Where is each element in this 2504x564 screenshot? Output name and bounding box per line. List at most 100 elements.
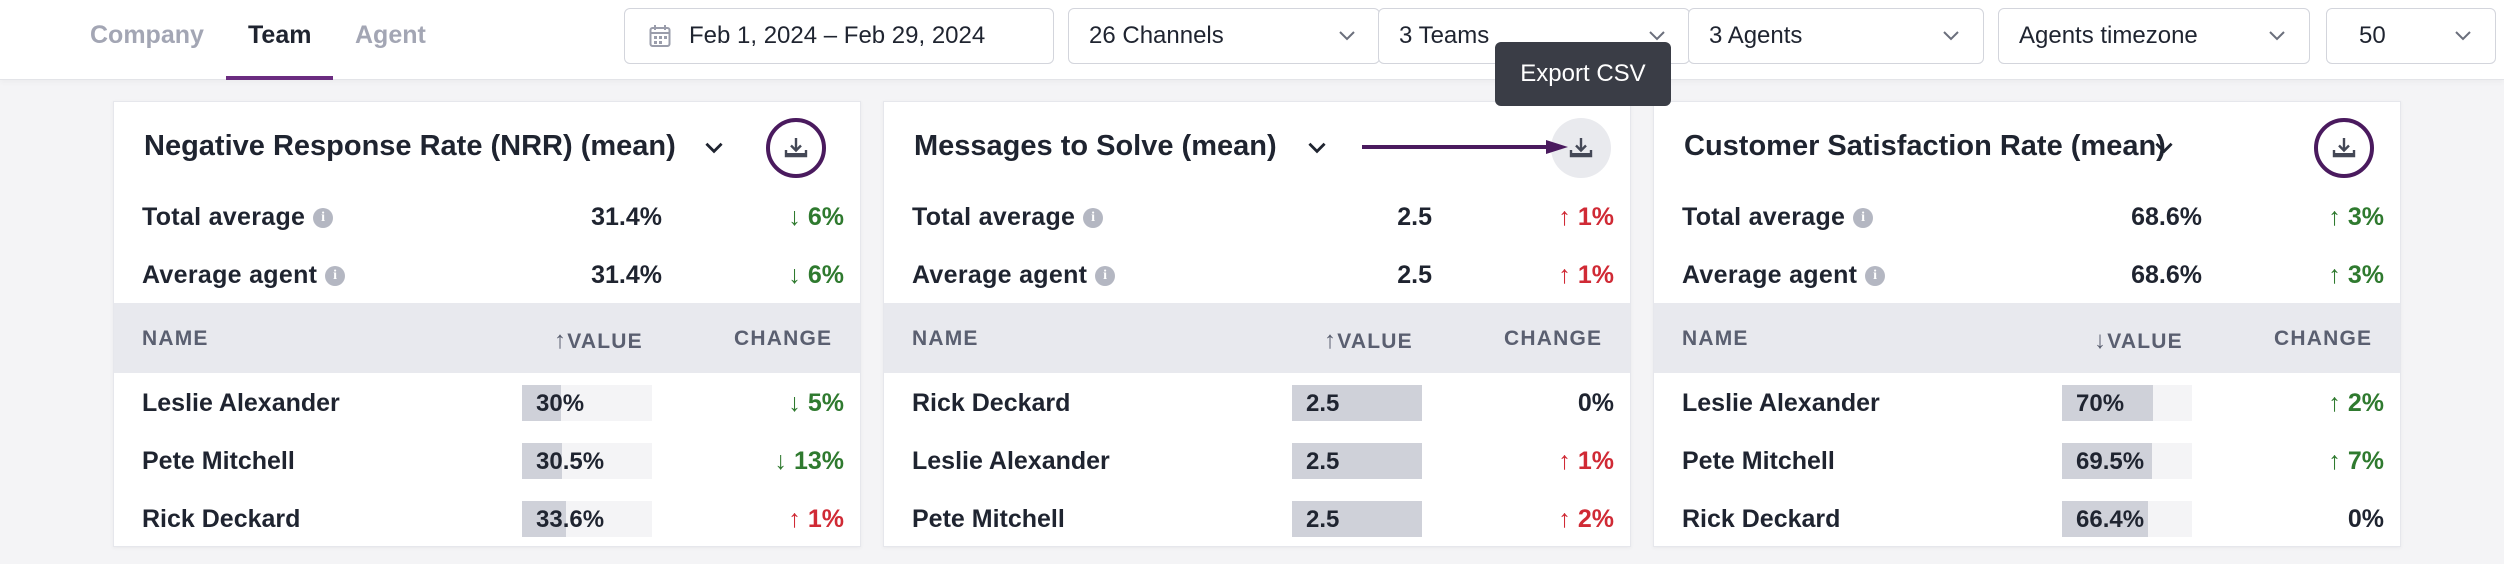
chevron-down-icon[interactable] (701, 134, 727, 160)
value-bar: 69.5% (2062, 443, 2192, 479)
row-change: ↑ 1% (724, 505, 844, 534)
stat-value: 31.4% (591, 261, 662, 289)
row-change: ↓ 5% (724, 389, 844, 418)
row-change-value: 2% (1577, 505, 1614, 533)
stat-label: Average agent i (142, 261, 346, 290)
value-bar-text: 70% (2076, 390, 2125, 417)
stat-label: Total average i (1682, 203, 1874, 232)
stat-label: Average agent i (912, 261, 1116, 290)
stat-change-value: 6% (807, 261, 844, 289)
value-bar-text: 30.5% (536, 448, 605, 475)
export-csv-tooltip: Export CSV (1495, 42, 1671, 106)
column-header-value-label: VALUE (1337, 330, 1413, 353)
value-bar-fill (522, 443, 562, 479)
table-row-name: Leslie Alexander (1682, 389, 1880, 417)
row-change: ↑ 2% (1494, 505, 1614, 534)
trend-arrow-icon: ↑ (1558, 447, 1578, 475)
active-tab-underline (226, 76, 334, 80)
chevron-down-icon (2269, 31, 2285, 41)
info-icon[interactable]: i (1095, 266, 1116, 287)
download-csv-button[interactable] (2314, 118, 2374, 178)
info-icon[interactable]: i (313, 208, 334, 229)
trend-arrow-icon: ↑ (2328, 203, 2348, 231)
column-header-change[interactable]: CHANGE (2274, 327, 2373, 350)
value-bar-fill (2062, 443, 2152, 479)
page-size-value: 50 (2359, 22, 2386, 49)
row-change-value: 13% (793, 447, 844, 475)
table-header: NAME ↓VALUE CHANGE (1654, 303, 2400, 373)
channels-select[interactable]: 26 Channels (1068, 8, 1380, 64)
download-csv-button[interactable] (1551, 118, 1611, 178)
row-change: 0% (1494, 389, 1614, 418)
value-bar-fill (2062, 501, 2148, 537)
stat-label-text: Total average (1682, 203, 1846, 231)
chevron-down-icon (1339, 31, 1355, 41)
value-bar: 2.5 (1292, 501, 1422, 537)
timezone-select[interactable]: Agents timezone (1998, 8, 2310, 64)
chevron-down-icon[interactable] (2151, 134, 2177, 160)
value-bar: 2.5 (1292, 443, 1422, 479)
calendar-icon (649, 25, 671, 47)
row-change: ↑ 1% (1494, 447, 1614, 476)
date-range-picker[interactable]: Feb 1, 2024 – Feb 29, 2024 (624, 8, 1054, 64)
agents-select[interactable]: 3 Agents (1688, 8, 1984, 64)
value-bar-text: 2.5 (1306, 506, 1340, 533)
trend-arrow-icon: ↑ (2328, 389, 2348, 417)
tab-team[interactable]: Team (226, 0, 334, 80)
info-icon[interactable]: i (1853, 208, 1874, 229)
stat-label-text: Average agent (1682, 261, 1858, 289)
stat-label: Total average i (142, 203, 334, 232)
stat-label: Total average i (912, 203, 1104, 232)
value-bar-text: 69.5% (2076, 448, 2145, 475)
chevron-down-icon[interactable] (1304, 134, 1330, 160)
row-change-value: 1% (807, 505, 844, 533)
annotation-arrow (1362, 140, 1568, 154)
table-row-name: Leslie Alexander (912, 447, 1110, 475)
download-csv-button[interactable] (766, 118, 826, 178)
trend-arrow-icon: ↓ (774, 447, 794, 475)
metric-card: Messages to Solve (mean) Total average i 2… (883, 101, 1631, 547)
stat-label-text: Total average (142, 203, 306, 231)
info-icon[interactable]: i (1083, 208, 1104, 229)
timezone-value: Agents timezone (2019, 22, 2198, 49)
value-bar-fill (2062, 385, 2153, 421)
value-bar-fill (522, 385, 561, 421)
column-header-name[interactable]: NAME (1682, 327, 1749, 350)
column-header-value-label: VALUE (2107, 330, 2183, 353)
column-header-value[interactable]: ↓VALUE (2094, 327, 2183, 355)
metric-card: Negative Response Rate (NRR) (mean) Tota… (113, 101, 861, 547)
stat-value: 31.4% (591, 203, 662, 231)
column-header-change[interactable]: CHANGE (734, 327, 833, 350)
column-header-change[interactable]: CHANGE (1504, 327, 1603, 350)
info-icon[interactable]: i (1865, 266, 1886, 287)
trend-arrow-icon: ↓ (788, 203, 808, 231)
stat-change: ↓ 6% (724, 261, 844, 290)
card-title: Messages to Solve (mean) (914, 130, 1277, 162)
table-header: NAME ↑VALUE CHANGE (114, 303, 860, 373)
stat-value: 2.5 (1397, 203, 1432, 231)
stat-change: ↓ 6% (724, 203, 844, 232)
column-header-value[interactable]: ↑VALUE (554, 327, 643, 355)
row-change: 0% (2264, 505, 2384, 534)
column-header-value[interactable]: ↑VALUE (1324, 327, 1413, 355)
value-bar-text: 30% (536, 390, 585, 417)
table-row-name: Pete Mitchell (142, 447, 295, 475)
table-header: NAME ↑VALUE CHANGE (884, 303, 1630, 373)
tab-agent[interactable]: Agent (355, 21, 426, 49)
chevron-down-icon (2455, 31, 2471, 41)
stat-label-text: Average agent (142, 261, 318, 289)
stat-change: ↑ 3% (2264, 261, 2384, 290)
page-size-select[interactable]: 50 (2326, 8, 2496, 64)
info-icon[interactable]: i (325, 266, 346, 287)
value-bar-text: 2.5 (1306, 448, 1340, 475)
value-bar: 30.5% (522, 443, 652, 479)
value-bar-fill (1292, 443, 1422, 479)
trend-arrow-icon: ↑ (1558, 203, 1578, 231)
column-header-name[interactable]: NAME (912, 327, 979, 350)
row-change-value: 2% (2347, 389, 2384, 417)
value-bar-fill (1292, 501, 1422, 537)
column-header-name[interactable]: NAME (142, 327, 209, 350)
tab-company[interactable]: Company (90, 21, 204, 49)
metric-card: Customer Satisfaction Rate (mean) Total … (1653, 101, 2401, 547)
row-change: ↓ 13% (724, 447, 845, 476)
